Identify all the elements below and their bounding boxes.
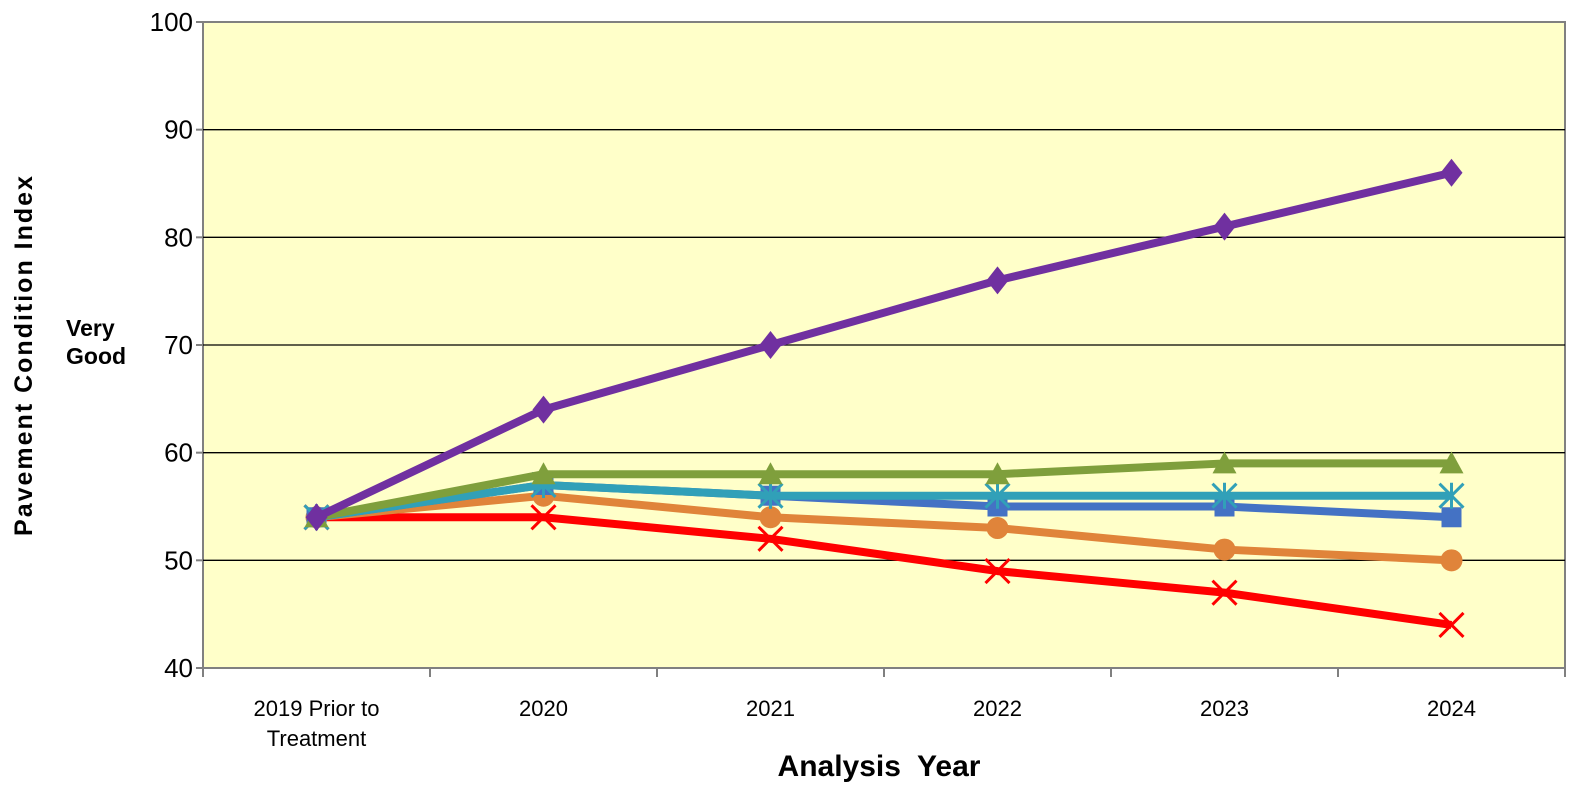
y-axis-title: Pavement Condition Index	[10, 174, 38, 536]
data-point	[531, 462, 556, 485]
x-tick-label-line: 2022	[973, 696, 1022, 721]
x-tick-label: 2024	[1427, 696, 1476, 721]
x-tick-label-line: 2023	[1200, 696, 1249, 721]
y-tick-label: 40	[164, 653, 193, 683]
data-point	[1439, 451, 1464, 474]
data-point	[757, 482, 784, 509]
annotation-line-2: Good	[66, 343, 126, 369]
x-tick-label-line: 2019 Prior to	[254, 696, 380, 721]
data-point	[985, 462, 1010, 485]
x-tick-label-line: 2024	[1427, 696, 1476, 721]
x-axis-title: Analysis Year	[778, 750, 981, 783]
data-point	[759, 506, 782, 529]
y-tick-label: 60	[164, 438, 193, 468]
data-point	[1211, 482, 1238, 509]
data-point	[1211, 579, 1238, 606]
series-line	[316, 513, 1453, 629]
data-point	[984, 558, 1011, 585]
series-line	[315, 480, 1452, 522]
x-tick-label: 2019 Prior to Treatment	[254, 696, 380, 751]
series-line	[314, 168, 1453, 521]
y-tick-label: 80	[164, 222, 193, 252]
y-tick-label: 90	[164, 115, 193, 145]
series-line	[316, 491, 1452, 565]
data-point	[1438, 611, 1465, 638]
data-point	[1440, 549, 1463, 572]
annotation-line-1: Very	[66, 315, 115, 341]
x-tick-label: 2020	[519, 696, 568, 721]
data-point	[758, 462, 783, 485]
data-point	[986, 517, 1009, 540]
annotation-very-good: Very Good	[66, 315, 126, 369]
data-point	[984, 482, 1011, 509]
y-tick-label: 100	[150, 7, 193, 37]
data-point	[1441, 507, 1462, 528]
data-point	[1438, 482, 1465, 509]
data-point	[1440, 158, 1463, 187]
data-point	[532, 395, 555, 424]
x-tick-label: 2022	[973, 696, 1022, 721]
series-line	[315, 459, 1452, 522]
series-5	[305, 158, 1463, 532]
data-point	[1213, 538, 1236, 561]
data-point	[759, 331, 782, 359]
data-point	[986, 266, 1009, 295]
x-tick-label: 2021	[746, 696, 795, 721]
x-tick-label-line: 2020	[519, 696, 568, 721]
x-tick-label: 2023	[1200, 696, 1249, 721]
data-point	[1212, 451, 1237, 474]
data-point	[530, 504, 557, 531]
data-point	[305, 503, 328, 532]
x-tick-label-line: Treatment	[267, 726, 366, 751]
y-tick-label: 50	[164, 545, 193, 575]
data-point	[757, 525, 784, 552]
x-tick-label-line: 2021	[746, 696, 795, 721]
y-tick-label: 70	[164, 330, 193, 360]
data-point	[1213, 212, 1236, 241]
